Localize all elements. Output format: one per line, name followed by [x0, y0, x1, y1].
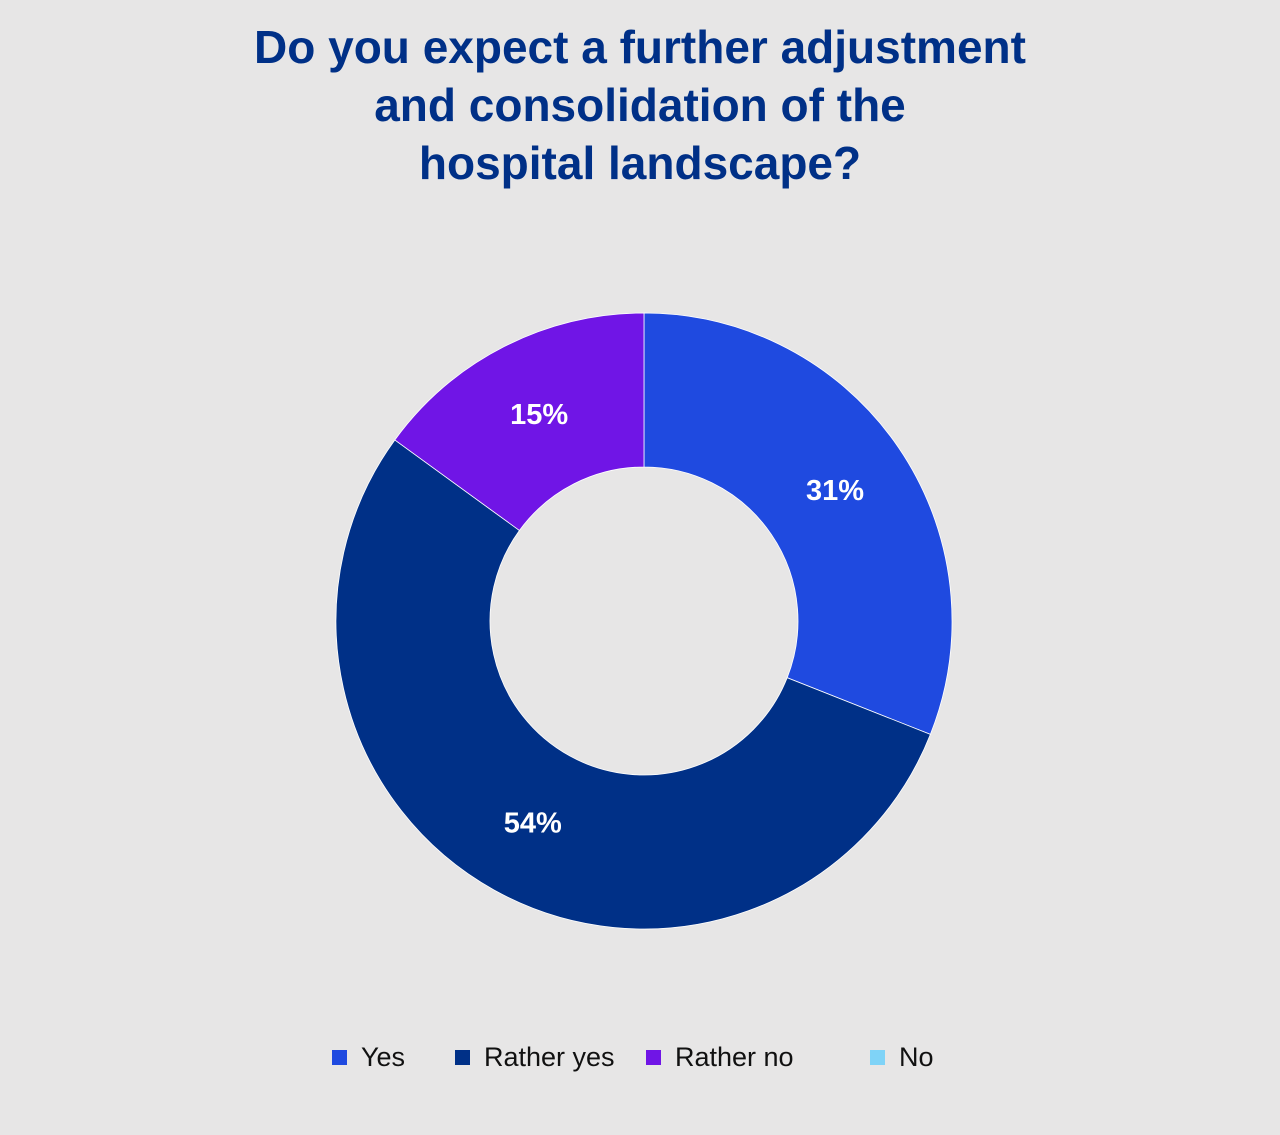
legend-swatch-no [870, 1049, 885, 1065]
data-label-rather-yes: 54% [504, 807, 562, 839]
legend-label-rather-yes: Rather yes [484, 1041, 615, 1072]
legend-item-rather-no: Rather no [646, 1040, 794, 1074]
donut-slice-rather-no [394, 312, 645, 532]
chart-title-line: hospital landscape? [418, 137, 862, 189]
donut-slice-labels: 31% 54% 15% [504, 399, 865, 839]
donut-slices [335, 312, 953, 930]
legend-swatch-rather-no [646, 1049, 661, 1065]
legend-item-yes: Yes [332, 1040, 405, 1074]
legend-item-no: No [870, 1040, 934, 1074]
chart-title-line: and consolidation of the [374, 79, 906, 131]
donut-slice-rather-yes [335, 439, 931, 930]
data-label-rather-no: 15% [510, 399, 568, 431]
legend-swatch-yes [332, 1049, 347, 1065]
legend-item-rather-yes: Rather yes [455, 1040, 615, 1074]
data-label-yes: 31% [806, 475, 864, 507]
legend-label-no: No [899, 1041, 934, 1072]
chart-title: Do you expect a further adjustment and c… [0, 18, 1280, 192]
legend-swatch-rather-yes [455, 1049, 470, 1065]
legend-label-yes: Yes [361, 1041, 406, 1072]
legend-label-rather-no: Rather no [675, 1041, 794, 1072]
donut-slice-yes [643, 312, 953, 735]
chart-title-line: Do you expect a further adjustment [254, 21, 1026, 73]
chart-legend: Yes Rather yes Rather no No [0, 1040, 1280, 1074]
